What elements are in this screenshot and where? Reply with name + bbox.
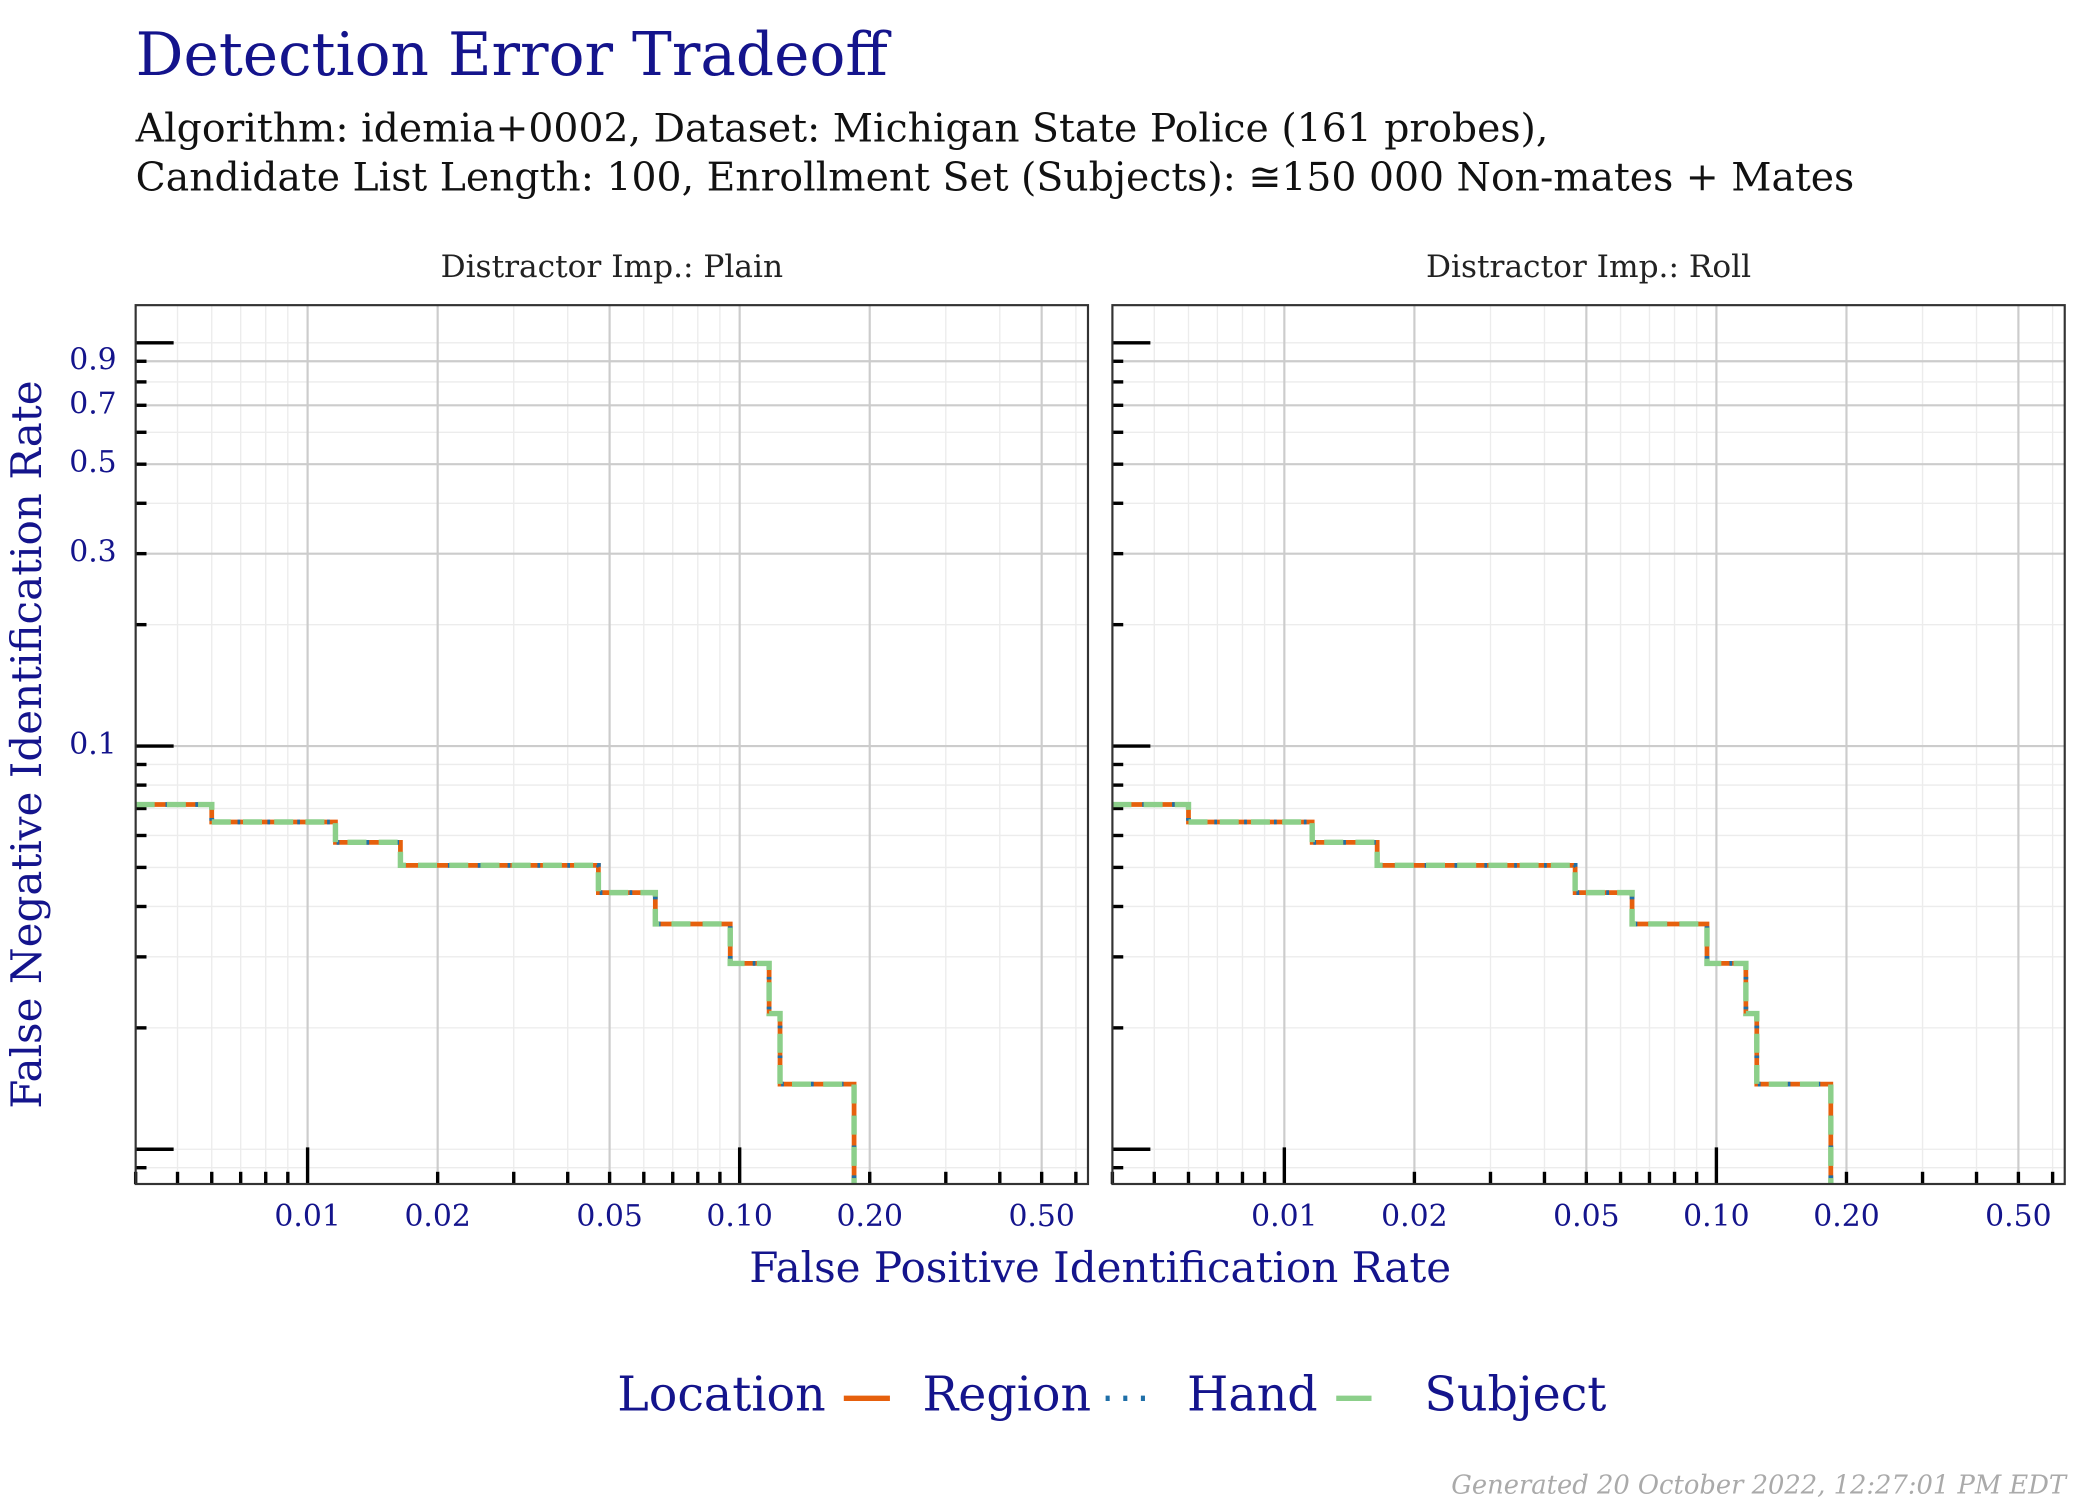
facet: Distractor Imp.: Plain 0.01 0.02 0.05 0.10 0.…	[69, 249, 1090, 1234]
chart-title: Detection Error Tradeoff	[136, 21, 892, 90]
x-tick-label: 0.20	[837, 1199, 903, 1234]
y-tick-label: 0.5	[69, 445, 116, 480]
x-axis-label: False Positive Identification Rate	[749, 1243, 1451, 1292]
chart-subtitle: Candidate List Length: 100, Enrollment S…	[136, 154, 1855, 200]
y-tick-label: 0.1	[69, 727, 116, 762]
legend: Location Region Hand Subject	[617, 1367, 1606, 1422]
panel-background	[1112, 305, 2065, 1184]
x-tick-label: 0.50	[1985, 1199, 2051, 1234]
x-tick-label: 0.10	[706, 1199, 772, 1234]
series-line	[135, 801, 857, 1184]
x-tick-label: 0.05	[1553, 1199, 1619, 1234]
legend-label: Hand	[1187, 1367, 1318, 1422]
x-tick-label: 0.05	[576, 1199, 642, 1234]
chart-subtitle: Algorithm: idemia+0002, Dataset: Michiga…	[135, 106, 1549, 152]
x-tick-label: 0.01	[274, 1199, 340, 1234]
x-tick-label: 0.20	[1813, 1199, 1879, 1234]
footer: Generated 20 October 2022, 12:27:01 PM E…	[1451, 1470, 2068, 1500]
y-axis-label: False Negative Identification Rate	[2, 380, 51, 1108]
x-tick-label: 0.01	[1251, 1199, 1317, 1234]
x-tick-label: 0.02	[404, 1199, 470, 1234]
legend-title: Location	[617, 1367, 825, 1422]
facet: Distractor Imp.: Roll 0.01 0.02 0.05 0.10 0.2…	[1110, 249, 2066, 1234]
panel-border	[134, 304, 1090, 1186]
x-tick-label: 0.50	[1008, 1199, 1074, 1234]
panel-background	[135, 305, 1088, 1184]
y-tick-label: 0.7	[69, 386, 116, 421]
facet-title: Distractor Imp.: Roll	[1426, 249, 1751, 285]
x-tick-label: 0.10	[1683, 1199, 1749, 1234]
y-tick-label: 0.3	[69, 535, 116, 570]
legend-label: Region	[922, 1367, 1091, 1422]
facet-title: Distractor Imp.: Plain	[441, 249, 783, 285]
y-tick-label: 0.9	[69, 342, 116, 377]
series-line	[1112, 801, 1834, 1184]
x-tick-label: 0.02	[1381, 1199, 1447, 1234]
legend-label: Subject	[1424, 1367, 1606, 1422]
panel-border	[1111, 304, 2066, 1186]
